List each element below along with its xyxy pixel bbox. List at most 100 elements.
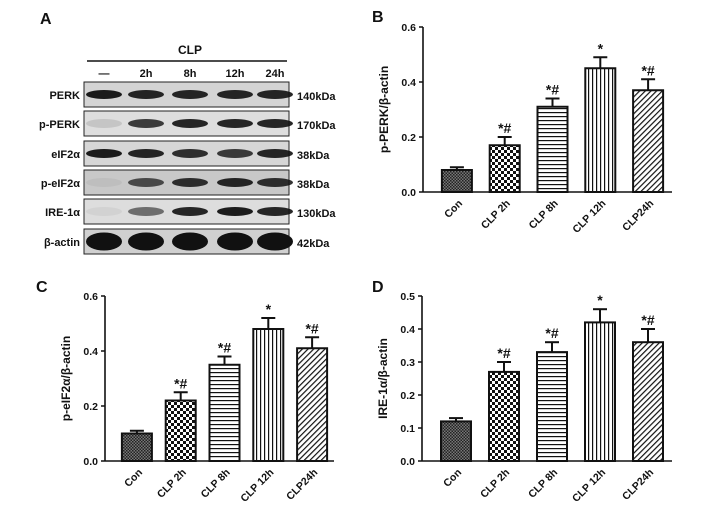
x-tick-label: Con <box>441 467 464 490</box>
y-tick-label: 0.5 <box>400 291 415 303</box>
chart-panel-b: B 0.0 0.2 0.4 0.6 p-PERK/β-actin Con *# CLP 2h *#… <box>372 9 672 236</box>
significance-label: *# <box>641 312 654 328</box>
blot-row: IRE-1α 130kDa <box>45 198 336 225</box>
bar <box>208 363 241 462</box>
blot-row: PERK 140kDa <box>49 81 336 108</box>
panel-letter: C <box>36 279 48 296</box>
bar <box>488 144 521 193</box>
kda-label: 42kDa <box>297 238 330 250</box>
x-tick-label: CLP24h <box>620 198 656 234</box>
bar <box>296 347 329 462</box>
lane-label: 2h <box>140 68 153 80</box>
western-blot-panel: A CLP — 2h 8h 12h 24h PERK 140kDa p-PERK 170kDa eIF… <box>39 11 336 255</box>
x-tick-label: CLP 2h <box>155 467 189 501</box>
protein-label: β-actin <box>44 237 80 249</box>
protein-band <box>217 178 253 187</box>
bar <box>632 341 664 463</box>
significance-label: *# <box>546 82 559 98</box>
protein-band <box>217 232 253 251</box>
y-tick-label: 0.2 <box>83 401 98 413</box>
y-tick-label: 0.2 <box>401 132 416 144</box>
kda-label: 130kDa <box>297 208 336 220</box>
protein-band <box>172 178 208 187</box>
protein-band <box>128 90 164 99</box>
protein-band <box>86 119 122 128</box>
bar <box>440 420 472 462</box>
protein-band <box>86 178 122 187</box>
panel-letter: D <box>372 279 384 296</box>
x-tick-label: CLP 2h <box>479 198 513 232</box>
y-tick-label: 0.4 <box>83 346 98 358</box>
protein-band <box>257 178 293 187</box>
protein-band <box>172 207 208 216</box>
x-tick-label: Con <box>122 467 145 490</box>
bar <box>632 89 665 193</box>
lane-label: 24h <box>266 68 285 80</box>
protein-band <box>257 119 293 128</box>
protein-band <box>217 90 253 99</box>
significance-label: * <box>597 292 603 308</box>
kda-label: 38kDa <box>297 150 330 162</box>
blot-row: eIF2α 38kDa <box>51 140 330 167</box>
protein-band <box>86 232 122 251</box>
protein-band <box>128 207 164 216</box>
protein-label: IRE-1α <box>45 207 80 219</box>
protein-label: p-PERK <box>39 119 80 131</box>
y-tick-label: 0.6 <box>83 291 98 303</box>
significance-label: *# <box>174 375 187 391</box>
protein-band <box>86 207 122 216</box>
protein-band <box>128 232 164 251</box>
protein-band <box>86 149 122 158</box>
bar <box>536 105 569 193</box>
kda-label: 140kDa <box>297 91 336 103</box>
bar <box>488 370 520 462</box>
protein-band <box>86 90 122 99</box>
x-tick-label: CLP24h <box>284 467 320 503</box>
lane-label: 12h <box>226 68 245 80</box>
significance-label: *# <box>545 325 558 341</box>
x-tick-label: CLP 8h <box>199 467 233 501</box>
significance-label: * <box>598 40 604 56</box>
lane-label: 8h <box>184 68 197 80</box>
protein-band <box>172 232 208 251</box>
y-tick-label: 0.0 <box>401 187 416 199</box>
protein-band <box>128 119 164 128</box>
kda-label: 170kDa <box>297 120 336 132</box>
protein-band <box>257 207 293 216</box>
protein-band <box>172 149 208 158</box>
y-tick-label: 0.0 <box>400 456 415 468</box>
protein-band <box>257 232 293 251</box>
significance-label: * <box>266 301 272 317</box>
blot-row: p-eIF2α 38kDa <box>41 169 330 196</box>
blot-row: p-PERK 170kDa <box>39 110 336 137</box>
chart-panel-c: C 0.0 0.2 0.4 0.6 p-eIF2α/β-actin Con *# CLP 2h *… <box>36 279 334 505</box>
y-tick-label: 0.1 <box>400 423 415 435</box>
bar <box>536 351 568 463</box>
x-tick-label: CLP 12h <box>238 467 276 505</box>
protein-label: PERK <box>49 90 80 102</box>
x-tick-label: CLP 8h <box>527 198 561 232</box>
bar <box>584 67 617 193</box>
blot-row: β-actin 42kDa <box>44 228 330 255</box>
significance-label: *# <box>497 345 510 361</box>
significance-label: *# <box>218 340 231 356</box>
protein-band <box>217 119 253 128</box>
x-tick-label: CLP 8h <box>526 467 560 501</box>
protein-band <box>172 90 208 99</box>
y-axis-label: IRE-1α/β-actin <box>376 338 390 419</box>
protein-label: p-eIF2α <box>41 178 80 190</box>
protein-band <box>128 149 164 158</box>
y-tick-label: 0.6 <box>401 22 416 34</box>
y-tick-label: 0.2 <box>400 390 415 402</box>
y-tick-label: 0.4 <box>401 77 416 89</box>
panel-letter: A <box>40 11 52 28</box>
significance-label: *# <box>305 320 318 336</box>
protein-band <box>172 119 208 128</box>
y-tick-label: 0.3 <box>400 357 415 369</box>
x-tick-label: CLP 2h <box>478 467 512 501</box>
bar <box>440 169 473 193</box>
lane-label: — <box>99 68 110 80</box>
kda-label: 38kDa <box>297 179 330 191</box>
